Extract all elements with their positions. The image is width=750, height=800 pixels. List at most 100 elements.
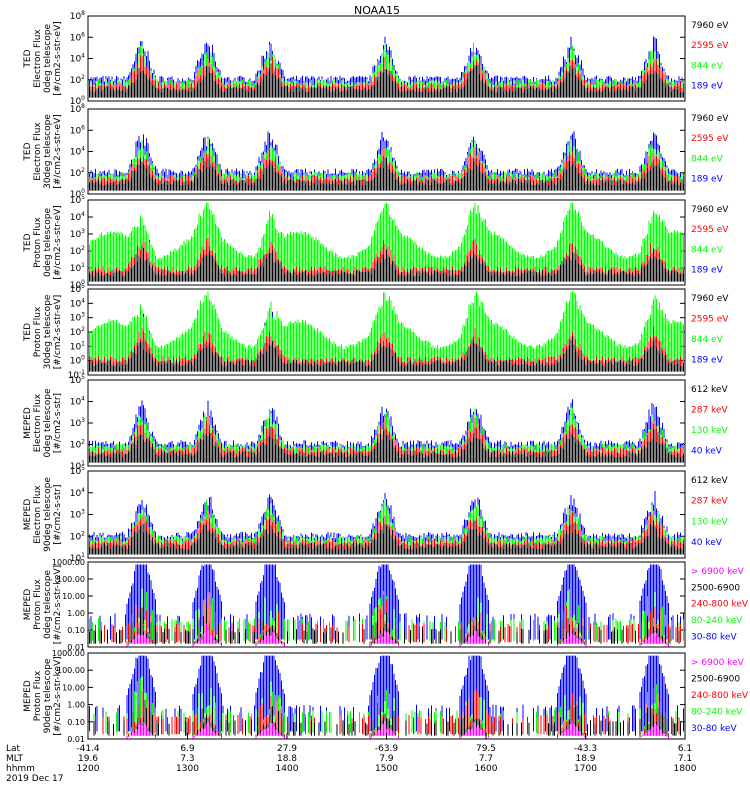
- y-axis-label: 0deg telescope: [43, 208, 53, 278]
- legend-entry: 287 keV: [691, 497, 728, 507]
- y-tick-label: 105: [70, 283, 85, 295]
- legend-entry: > 6900 keV: [691, 658, 745, 668]
- data-traces: [88, 36, 684, 98]
- panel-frame: [87, 470, 686, 559]
- y-axis-label: Electron Flux: [33, 122, 43, 181]
- y-axis-label: [#/cm2-s-str-eV]: [53, 295, 63, 370]
- y-tick-label: 105: [70, 465, 85, 477]
- y-tick-label: 100.00: [57, 666, 85, 675]
- legend-entry: 2595 eV: [691, 225, 729, 235]
- y-tick-label: 0.01: [67, 735, 85, 744]
- panel-frame: [87, 199, 686, 286]
- y-axis-label: 30deg telescope: [43, 114, 53, 189]
- y-tick-label: 102: [70, 245, 85, 257]
- data-traces: [88, 202, 684, 282]
- mlt-tick-label: 7.1: [678, 754, 692, 764]
- data-traces: [89, 655, 684, 739]
- y-tick-label: 10.00: [62, 592, 85, 601]
- panel-frame: [87, 15, 686, 102]
- y-tick-label: 108: [70, 10, 85, 22]
- legend-entry: 844 eV: [691, 245, 724, 255]
- legend-entry: 612 keV: [691, 476, 728, 486]
- y-axis-label: MEPED: [23, 407, 33, 439]
- y-tick-label: 104: [70, 396, 85, 408]
- legend-entry: 844 eV: [691, 154, 724, 164]
- series-3: [88, 305, 684, 368]
- data-traces: [89, 564, 684, 647]
- y-tick-label: 108: [70, 103, 85, 115]
- y-tick-label: 104: [70, 297, 85, 309]
- legend-entry: 2595 eV: [691, 41, 729, 51]
- y-axis-label: [#/cm2-s-str-keV]: [53, 565, 63, 644]
- y-tick-label: 102: [70, 167, 85, 179]
- y-tick-label: 102: [70, 530, 85, 542]
- legend-entry: 30-80 keV: [691, 632, 737, 642]
- y-axis-label: MEPED: [23, 589, 33, 621]
- mlt-tick-label: 7.3: [180, 754, 194, 764]
- mlt-tick-label: 7.7: [479, 754, 493, 764]
- series-1: [93, 699, 681, 739]
- y-axis-label: Electron Flux: [33, 485, 43, 544]
- y-axis-label: [#/cm2-s-str-eV]: [53, 21, 63, 96]
- series-3: [88, 36, 684, 94]
- y-axis-label: [#/cm2-s-str-keV]: [53, 656, 63, 735]
- legend-entry: 844 eV: [691, 61, 724, 71]
- series-1: [88, 237, 684, 281]
- legend-entry: 612 keV: [691, 385, 728, 395]
- hhmm-tick-label: 1200: [77, 764, 100, 774]
- series-2: [88, 202, 684, 279]
- hhmm-tick-label: 1800: [674, 764, 697, 774]
- lat-tick-label: 6.1: [678, 744, 692, 754]
- hhmm-tick-label: 1600: [475, 764, 498, 774]
- y-axis-label: Proton Flux: [33, 217, 43, 268]
- lat-tick-label: -41.4: [76, 744, 100, 754]
- panel-frame: [87, 379, 686, 467]
- y-axis-label: 0deg telescope: [43, 388, 53, 458]
- series-2: [88, 405, 684, 460]
- series-0: [126, 622, 669, 647]
- y-axis-label: 0deg telescope: [43, 570, 53, 640]
- y-tick-label: 0.01: [67, 643, 85, 652]
- mlt-tick-label: 18.9: [575, 754, 595, 764]
- y-axis-label: Electron Flux: [33, 393, 43, 452]
- y-tick-label: 1000.00: [52, 649, 85, 658]
- y-axis-label: [#/cm2-s-str-eV]: [53, 114, 63, 189]
- series-3: [88, 219, 684, 278]
- y-axis-label: TED: [23, 142, 33, 161]
- panel-7: 0.01 0.10 1.00 10.00 100.00 1000.00 MEPED Proto…: [23, 558, 749, 652]
- hhmm-tick-label: 1500: [375, 764, 398, 774]
- legend-entry: 40 keV: [691, 538, 723, 548]
- row-label-mlt: MLT: [6, 754, 24, 764]
- legend-entry: 189 eV: [691, 355, 724, 365]
- y-axis-label: Proton Flux: [33, 306, 43, 357]
- y-tick-label: 0.10: [67, 626, 85, 635]
- series-2: [88, 499, 684, 552]
- y-tick-label: 1000.00: [52, 558, 85, 567]
- panel-frame: [87, 288, 686, 376]
- lat-tick-label: -63.9: [375, 744, 399, 754]
- y-tick-label: 104: [70, 211, 85, 223]
- series-1: [88, 326, 684, 371]
- y-tick-label: 104: [70, 53, 85, 65]
- y-axis-label: Electron Flux: [33, 29, 43, 88]
- legend-entry: 2595 eV: [691, 314, 729, 324]
- y-tick-label: 102: [70, 326, 85, 338]
- series-0: [88, 246, 684, 282]
- legend-entry: 7960 eV: [691, 205, 729, 215]
- y-tick-label: 106: [70, 124, 85, 136]
- series-2: [88, 291, 684, 369]
- series-1: [88, 147, 684, 190]
- y-axis-label: TED: [23, 49, 33, 68]
- data-traces: [88, 399, 684, 463]
- lat-tick-label: 79.5: [476, 744, 496, 754]
- legend-entry: 189 eV: [691, 175, 724, 185]
- y-tick-label: 102: [70, 74, 85, 86]
- lat-tick-label: -43.3: [574, 744, 597, 754]
- y-tick-label: 103: [70, 312, 85, 324]
- y-tick-label: 104: [70, 146, 85, 158]
- series-2: [88, 137, 684, 188]
- panel-frame: [87, 108, 686, 195]
- series-0: [88, 426, 684, 463]
